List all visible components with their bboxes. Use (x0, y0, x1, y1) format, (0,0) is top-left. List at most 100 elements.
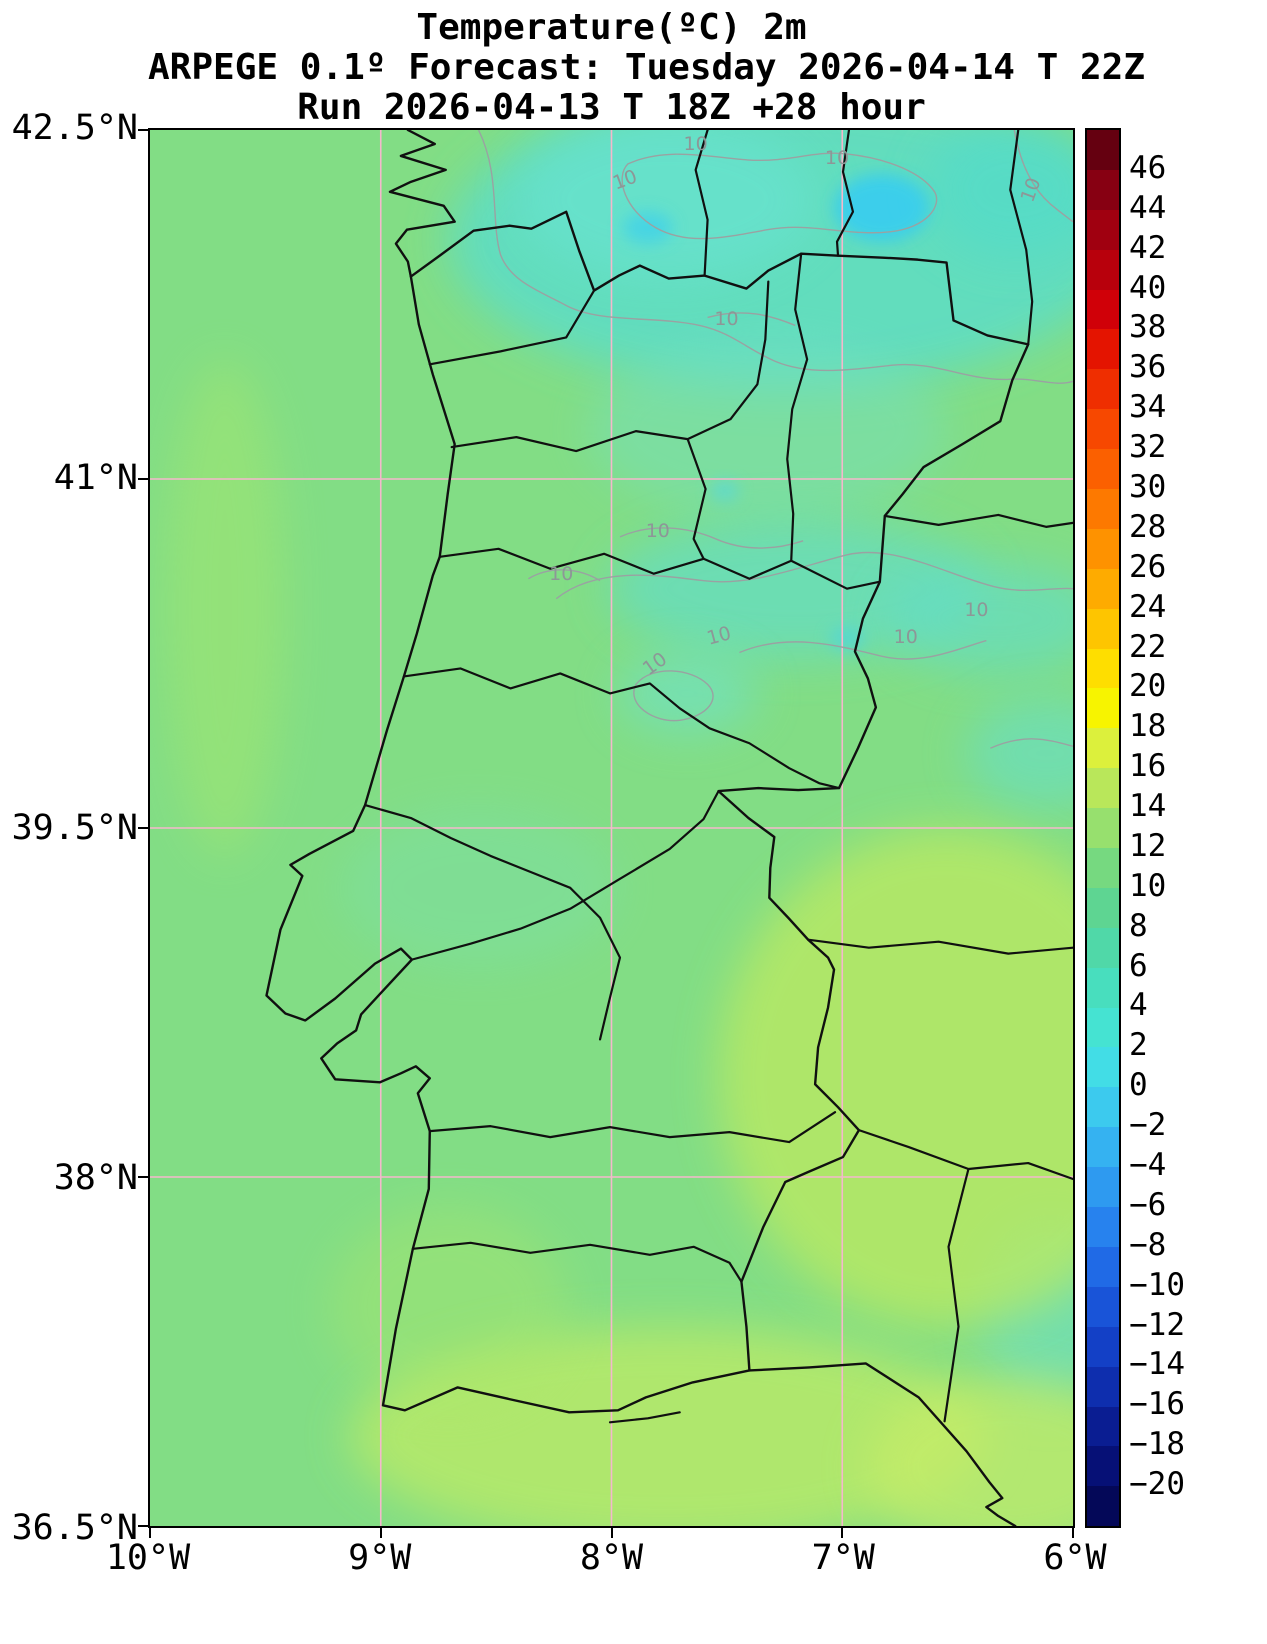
colorbar-segment (1087, 848, 1119, 888)
colorbar-segment (1087, 1406, 1119, 1447)
colorbar-tick-label: 36 (1129, 349, 1167, 386)
map-canvas (150, 130, 1073, 1526)
colorbar-tick-label: 38 (1129, 309, 1167, 346)
colorbar-tick-label: 12 (1129, 827, 1167, 864)
colorbar-tick-label: −4 (1129, 1147, 1167, 1184)
colorbar-tick-labels: 46 44 42 40 38 36 34 32 30 28 26 24 22 20 18 16 14 12 10 8 6… (1129, 128, 1259, 1528)
chart-title: Temperature(ºC) 2m (416, 7, 807, 48)
colorbar-tick-label: 10 (1129, 867, 1167, 904)
colorbar-tick-label: 18 (1129, 708, 1167, 745)
colorbar-segment (1087, 728, 1119, 769)
colorbar-segment (1087, 489, 1119, 529)
colorbar-tick-label: −18 (1129, 1426, 1185, 1463)
colorbar-tick-label: 32 (1129, 429, 1167, 466)
x-tick-label: 7°W (811, 1538, 875, 1578)
colorbar-tick-label: 28 (1129, 508, 1167, 545)
colorbar-tick-label: 8 (1129, 907, 1148, 944)
temperature-contours (477, 130, 1073, 749)
y-tick-mark (138, 129, 148, 131)
colorbar-segment (1087, 528, 1119, 569)
colorbar-segment (1087, 1326, 1119, 1367)
x-tick-mark (149, 1528, 151, 1538)
colorbar-tick-label: −12 (1129, 1306, 1185, 1343)
colorbar-segment (1087, 568, 1119, 609)
colorbar-segment (1087, 887, 1119, 928)
colorbar-tick-label: 44 (1129, 189, 1167, 226)
colorbar-tick-label: 40 (1129, 269, 1167, 306)
coastlines-borders (265, 130, 1073, 1526)
portugal-spain-border (409, 210, 1030, 1372)
colorbar-segment (1087, 1286, 1119, 1327)
colorbar-tick-label: 24 (1129, 588, 1167, 625)
colorbar-segment (1087, 768, 1119, 809)
colorbar-tick-label: −6 (1129, 1186, 1167, 1223)
colorbar-tick-label: 42 (1129, 229, 1167, 266)
y-tick-label: 42.5°N (11, 108, 138, 148)
colorbar-tick-label: 2 (1129, 1027, 1148, 1064)
x-tick-label: 6°W (1043, 1538, 1107, 1578)
district-boundaries (363, 130, 1073, 1424)
x-tick-label: 9°W (348, 1538, 412, 1578)
colorbar-segment (1087, 1007, 1119, 1048)
colorbar-segment (1087, 329, 1119, 370)
colorbar-segment (1087, 648, 1119, 689)
colorbar-tick-label: 0 (1129, 1067, 1148, 1104)
colorbar-segment (1087, 1446, 1119, 1487)
colorbar-tick-label: 30 (1129, 468, 1167, 505)
colorbar-segment (1087, 1047, 1119, 1088)
y-tick-mark (138, 827, 148, 829)
x-tick-mark (841, 1528, 844, 1538)
colorbar-segment (1087, 1207, 1119, 1247)
colorbar-tick-label: −10 (1129, 1266, 1185, 1303)
colorbar (1085, 128, 1121, 1528)
y-tick-label: 38°N (53, 1158, 138, 1198)
map-plot-area: 10 10 10 10 10 10 10 10 10 10 10 (138, 128, 1075, 1538)
colorbar-tick-label: 6 (1129, 947, 1148, 984)
colorbar-tick-label: −20 (1129, 1466, 1185, 1503)
colorbar-segment (1087, 1127, 1119, 1168)
y-tick-mark (138, 1525, 148, 1527)
colorbar-segment (1087, 688, 1119, 729)
colorbar-tick-label: −8 (1129, 1226, 1167, 1263)
colorbar-segment (1087, 169, 1119, 210)
colorbar-segment (1087, 289, 1119, 330)
colorbar-segment (1087, 967, 1119, 1008)
x-tick-mark (610, 1528, 613, 1538)
colorbar-tick-label: 34 (1129, 389, 1167, 426)
colorbar-tick-label: 14 (1129, 788, 1167, 825)
colorbar-segment (1087, 927, 1119, 968)
colorbar-segment (1087, 249, 1119, 290)
colorbar-segment (1087, 1486, 1119, 1527)
x-tick-mark (379, 1528, 382, 1538)
y-tick-label: 41°N (53, 458, 138, 498)
colorbar-segment (1087, 130, 1119, 170)
colorbar-tick-label: −16 (1129, 1386, 1185, 1423)
y-tick-mark (138, 1176, 148, 1178)
colorbar-segment (1087, 1167, 1119, 1208)
title-block: Temperature(ºC) 2m ARPEGE 0.1º Forecast:… (148, 7, 1145, 128)
colorbar-segment (1087, 808, 1119, 849)
colorbar-tick-label: 16 (1129, 748, 1167, 785)
colorbar-segment (1087, 1366, 1119, 1407)
colorbar-tick-label: −2 (1129, 1107, 1167, 1144)
colorbar-segment (1087, 1087, 1119, 1128)
y-tick-mark (138, 478, 148, 480)
chart-run-info: Run 2026-04-13 T 18Z +28 hour (297, 87, 926, 128)
colorbar-segment (1087, 409, 1119, 450)
x-tick-label: 10°W (105, 1538, 191, 1578)
colorbar-tick-label: 4 (1129, 987, 1148, 1024)
colorbar-segment (1087, 1246, 1119, 1287)
chart-subtitle: ARPEGE 0.1º Forecast: Tuesday 2026-04-14… (148, 47, 1145, 88)
colorbar-tick-label: 26 (1129, 548, 1167, 585)
colorbar-segment (1087, 209, 1119, 250)
colorbar-segment (1087, 608, 1119, 649)
x-tick-mark (1072, 1528, 1074, 1538)
x-tick-label: 8°W (579, 1538, 644, 1578)
graticule (150, 130, 1073, 1526)
y-tick-label: 36.5°N (11, 1508, 138, 1548)
colorbar-tick-label: −14 (1129, 1346, 1185, 1383)
colorbar-segment (1087, 449, 1119, 490)
colorbar-tick-label: 22 (1129, 628, 1167, 665)
y-tick-label: 39.5°N (11, 808, 138, 848)
